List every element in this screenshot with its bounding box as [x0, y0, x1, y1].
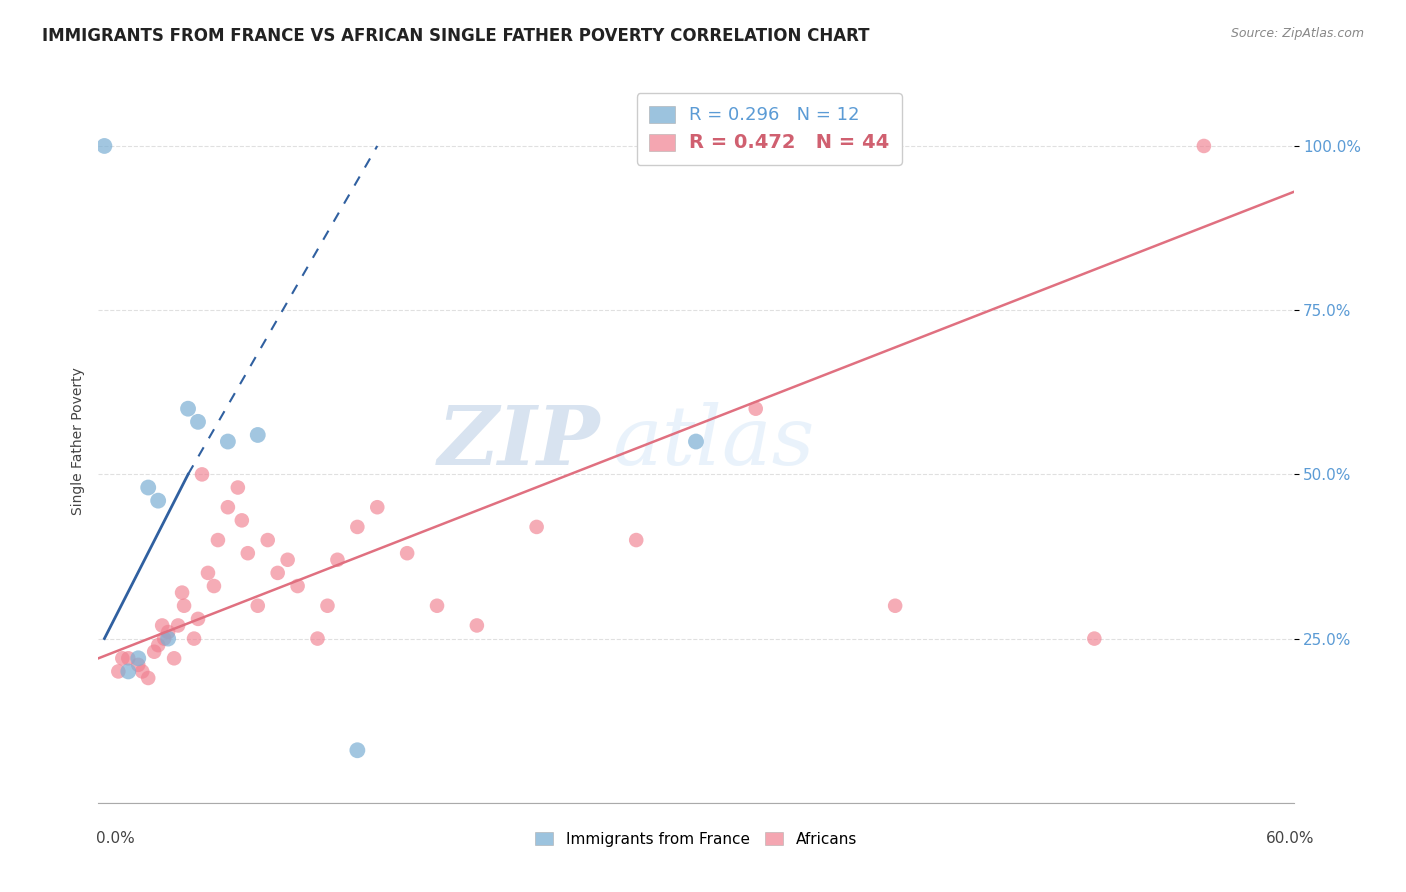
Point [626, 533, 648, 547]
Point [231, 513, 253, 527]
Point [426, 599, 449, 613]
Point [884, 599, 907, 613]
Point [346, 743, 368, 757]
Text: 0.0%: 0.0% [96, 831, 135, 846]
Point [202, 579, 225, 593]
Point [366, 500, 388, 515]
Legend: Immigrants from France, Africans: Immigrants from France, Africans [529, 826, 863, 853]
Point [187, 612, 209, 626]
Point [157, 625, 180, 640]
Point [172, 585, 194, 599]
Point [246, 428, 269, 442]
Point [267, 566, 290, 580]
Point [153, 632, 176, 646]
Point [396, 546, 419, 560]
Point [217, 500, 239, 515]
Text: atlas: atlas [613, 401, 814, 482]
Point [127, 657, 149, 672]
Text: IMMIGRANTS FROM FRANCE VS AFRICAN SINGLE FATHER POVERTY CORRELATION CHART: IMMIGRANTS FROM FRANCE VS AFRICAN SINGLE… [42, 27, 870, 45]
Point [226, 481, 249, 495]
Y-axis label: Single Father Poverty: Single Father Poverty [70, 368, 84, 516]
Point [131, 665, 153, 679]
Point [163, 651, 186, 665]
Point [346, 520, 368, 534]
Point [307, 632, 329, 646]
Point [256, 533, 278, 547]
Point [107, 665, 129, 679]
Point [183, 632, 205, 646]
Point [150, 618, 173, 632]
Point [685, 434, 707, 449]
Point [167, 618, 190, 632]
Point [93, 139, 115, 153]
Point [236, 546, 259, 560]
Text: ZIP: ZIP [437, 401, 600, 482]
Point [117, 651, 139, 665]
Point [111, 651, 134, 665]
Point [197, 566, 219, 580]
Point [127, 651, 149, 665]
Point [136, 481, 159, 495]
Point [287, 579, 309, 593]
Point [316, 599, 339, 613]
Point [217, 434, 239, 449]
Point [1083, 632, 1105, 646]
Point [326, 553, 349, 567]
Text: 60.0%: 60.0% [1267, 831, 1315, 846]
Point [526, 520, 548, 534]
Point [187, 415, 209, 429]
Point [465, 618, 488, 632]
Point [173, 599, 195, 613]
Point [207, 533, 229, 547]
Point [117, 665, 139, 679]
Text: Source: ZipAtlas.com: Source: ZipAtlas.com [1230, 27, 1364, 40]
Point [1192, 139, 1215, 153]
Point [246, 599, 269, 613]
Point [143, 645, 166, 659]
Point [148, 493, 170, 508]
Point [136, 671, 159, 685]
Point [277, 553, 299, 567]
Point [177, 401, 200, 416]
Point [191, 467, 214, 482]
Point [148, 638, 170, 652]
Point [157, 632, 180, 646]
Point [745, 401, 768, 416]
